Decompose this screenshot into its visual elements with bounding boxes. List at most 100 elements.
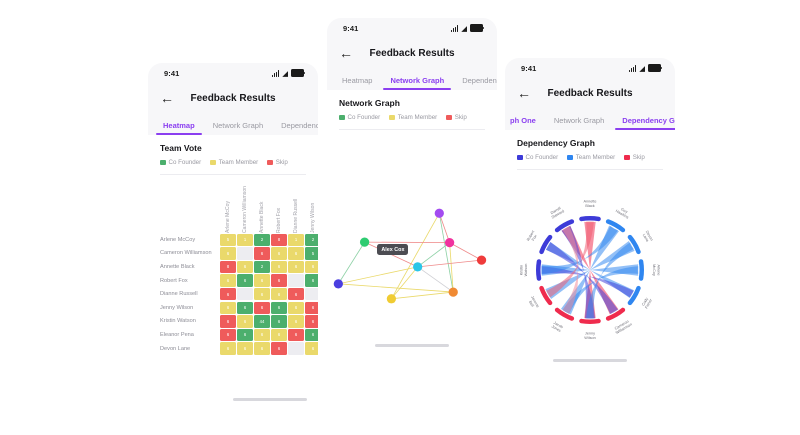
chord-arc[interactable] (638, 259, 644, 281)
chord-ribbon[interactable] (561, 225, 596, 319)
heatmap-cell[interactable] (305, 287, 318, 301)
heatmap-cell[interactable] (288, 342, 304, 355)
heatmap-cell[interactable] (237, 287, 253, 301)
heatmap-cell[interactable]: 2 (254, 260, 270, 274)
heatmap-chart[interactable]: Arlene McCoy Cameron Williamson Annette Bl… (148, 175, 318, 355)
chord-arc[interactable] (554, 307, 575, 321)
heatmap-row-label: Kristin Watson (160, 318, 196, 325)
heatmap-cell[interactable]: 6 (305, 315, 318, 328)
heatmap-cell[interactable]: 6 (305, 260, 318, 274)
heatmap-cell[interactable]: 6 (305, 274, 318, 287)
back-arrow-icon[interactable]: ← (517, 85, 531, 101)
heatmap-cell[interactable]: 6 (220, 274, 236, 287)
heatmap-cell[interactable]: 44 (254, 315, 270, 328)
heatmap-cell[interactable]: 6 (254, 274, 270, 287)
heatmap-cell[interactable]: 6 (237, 274, 253, 287)
heatmap-cell[interactable]: 1 (237, 233, 253, 246)
chord-arc[interactable] (627, 285, 641, 306)
heatmap-cell[interactable]: 6 (220, 247, 236, 260)
chord-arc[interactable] (627, 234, 641, 255)
chord-arc[interactable] (579, 318, 601, 324)
heatmap-cell[interactable]: 8 (271, 233, 287, 246)
heatmap-cell[interactable]: 6 (271, 301, 287, 314)
back-arrow-icon[interactable]: ← (160, 90, 174, 106)
heatmap-cell[interactable] (288, 274, 304, 287)
heatmap-cell[interactable]: 6 (237, 315, 253, 328)
heatmap-cell[interactable]: 6 (220, 342, 236, 355)
heatmap-cell[interactable]: 6 (288, 328, 304, 342)
tab-strip[interactable]: Heatmap Network Graph Dependency (327, 68, 497, 90)
chord-arc[interactable] (536, 259, 542, 281)
heatmap-cell[interactable]: 5 (305, 247, 318, 260)
chord-ribbon[interactable] (545, 242, 618, 315)
heatmap-cell[interactable]: 6 (271, 342, 287, 355)
chord-ribbon[interactable] (586, 242, 634, 319)
network-node[interactable] (444, 238, 455, 248)
back-arrow-icon[interactable]: ← (339, 45, 353, 61)
tab-dependency-graph[interactable]: Dependency (462, 76, 497, 85)
tab-heatmap[interactable]: Heatmap (154, 121, 204, 135)
heatmap-cell[interactable]: 6 (288, 315, 304, 328)
heatmap-cell[interactable]: 6 (271, 287, 287, 301)
tab-graph-one[interactable]: ph One (510, 116, 536, 125)
heatmap-cell[interactable]: 6 (254, 342, 270, 355)
heatmap-cell[interactable]: 6 (288, 301, 304, 314)
heatmap-cell[interactable]: 6 (220, 328, 236, 342)
heatmap-cell[interactable]: 6 (288, 287, 304, 301)
chord-ribbon[interactable] (541, 225, 618, 275)
heatmap-cell[interactable]: 6 (220, 315, 236, 328)
network-node[interactable] (413, 262, 423, 272)
tab-network-graph[interactable]: Network Graph (212, 121, 264, 130)
heatmap-cell[interactable]: 6 (237, 260, 253, 274)
network-node[interactable] (359, 237, 370, 247)
heatmap-cell[interactable]: 6 (254, 247, 270, 260)
heatmap-cell[interactable]: 6 (237, 342, 253, 355)
heatmap-cell[interactable]: 2 (254, 233, 270, 246)
heatmap-cell[interactable]: 6 (254, 328, 270, 342)
network-graph-chart[interactable]: Alex Cox (327, 130, 497, 353)
network-node[interactable] (333, 279, 343, 289)
chord-arc[interactable] (539, 285, 553, 306)
tab-strip[interactable]: ph One Network Graph Dependency Graph (505, 108, 675, 130)
tab-network-graph[interactable]: Network Graph (553, 116, 605, 125)
chord-arc[interactable] (605, 307, 626, 321)
heatmap-cell[interactable]: 6 (254, 301, 270, 314)
heatmap-cell[interactable]: 6 (305, 328, 318, 342)
heatmap-cell[interactable]: 6 (305, 342, 318, 355)
heatmap-cell[interactable]: 1 (288, 233, 304, 246)
chord-ribbon[interactable] (562, 226, 579, 314)
heatmap-cell[interactable]: 6 (254, 287, 270, 301)
heatmap-cell[interactable]: 6 (288, 260, 304, 274)
tab-strip[interactable]: Heatmap Network Graph Dependency G (148, 113, 318, 135)
heatmap-cell[interactable] (237, 247, 253, 260)
network-node[interactable] (386, 294, 397, 304)
heatmap-cell[interactable]: 6 (237, 328, 253, 342)
heatmap-cell[interactable]: 6 (271, 274, 287, 287)
heatmap-cell[interactable]: 6 (237, 301, 253, 314)
heatmap-row: Arlene McCoy 5 1 2 8 1 2 (160, 233, 318, 247)
heatmap-cell[interactable]: 6 (271, 247, 287, 260)
heatmap-cell[interactable]: 2 (305, 233, 318, 246)
heatmap-cell[interactable]: 5 (220, 233, 236, 246)
heatmap-cell[interactable]: 6 (220, 287, 236, 301)
heatmap-cell[interactable]: 6 (220, 301, 236, 314)
tab-heatmap[interactable]: Heatmap (342, 76, 373, 85)
heatmap-cell[interactable]: 6 (305, 301, 318, 314)
heatmap-cell[interactable]: 6 (271, 328, 287, 342)
chord-arc[interactable] (579, 216, 601, 222)
heatmap-cell[interactable]: 6 (271, 315, 287, 328)
network-node[interactable] (434, 208, 444, 218)
heatmap-cell[interactable]: 6 (288, 247, 304, 260)
tab-dependency-graph[interactable]: Dependency G (281, 121, 318, 130)
heatmap-cell[interactable]: 8 (220, 260, 236, 274)
network-node[interactable] (448, 287, 458, 297)
chord-arc[interactable] (539, 234, 553, 255)
dependency-chord-chart[interactable]: Annette Black GuyHawkins DevonLane ArleneMcC… (505, 170, 675, 368)
chord-ribbon[interactable] (546, 221, 594, 298)
heatmap-cell[interactable]: 6 (271, 260, 287, 274)
tab-dependency-graph[interactable]: Dependency Graph (613, 116, 675, 130)
tab-network-graph[interactable]: Network Graph (381, 76, 453, 90)
chord-arc[interactable] (554, 219, 575, 233)
chord-arc[interactable] (605, 219, 626, 233)
network-node[interactable] (476, 255, 487, 265)
